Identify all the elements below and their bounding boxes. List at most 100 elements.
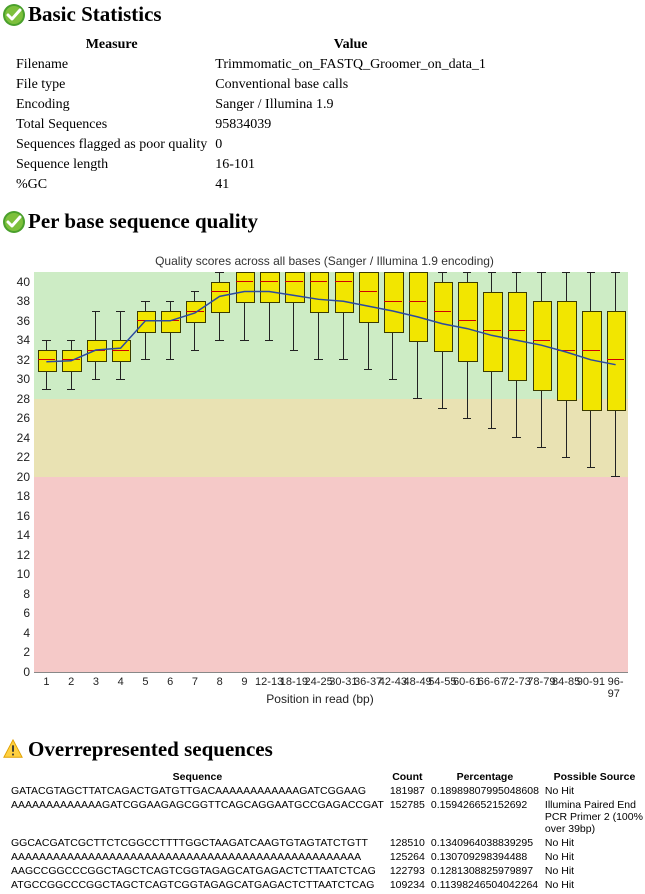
seqs-cell: ATGCCGGCCCGGCTAGCTCAGTCGGTAGAGCATGAGACTC… bbox=[8, 878, 387, 892]
y-tick-label: 26 bbox=[17, 411, 30, 425]
boxplot-box bbox=[211, 282, 230, 313]
boxplot-box bbox=[285, 272, 304, 303]
y-tick-label: 0 bbox=[23, 665, 30, 679]
seqs-cell: AAAAAAAAAAAAAAAAAAAAAAAAAAAAAAAAAAAAAAAA… bbox=[8, 850, 387, 864]
y-tick-label: 22 bbox=[17, 450, 30, 464]
boxplot-box bbox=[260, 272, 279, 303]
boxplot-box bbox=[508, 292, 527, 382]
seqs-cell: 128510 bbox=[387, 836, 428, 850]
section-header-per-base-quality: Per base sequence quality bbox=[2, 209, 645, 234]
table-row: Total Sequences95834039 bbox=[12, 115, 490, 135]
y-tick-label: 38 bbox=[17, 294, 30, 308]
seqs-cell: 152785 bbox=[387, 798, 428, 836]
seqs-cell: 0.18989807995048608 bbox=[428, 784, 542, 798]
stats-cell: Total Sequences bbox=[12, 115, 211, 135]
seqs-cell: 0.1281308825979897 bbox=[428, 864, 542, 878]
y-tick-label: 32 bbox=[17, 353, 30, 367]
boxplot-box bbox=[434, 282, 453, 352]
seqs-cell: GGCACGATCGCTTCTCGGCCTTTTGGCTAAGATCAAGTGT… bbox=[8, 836, 387, 850]
boxplot-box bbox=[87, 340, 106, 362]
seqs-header: Possible Source bbox=[542, 770, 645, 784]
stats-cell: 0 bbox=[211, 135, 490, 155]
boxplot-box bbox=[112, 340, 131, 362]
boxplot-box bbox=[161, 311, 180, 333]
basic-stats-table: MeasureValue FilenameTrimmomatic_on_FAST… bbox=[12, 35, 490, 195]
seqs-cell: AAGCCGGCCCGGCTAGCTCAGTCGGTAGAGCATGAGACTC… bbox=[8, 864, 387, 878]
stats-header: Measure bbox=[12, 35, 211, 55]
boxplot-box bbox=[186, 301, 205, 323]
stats-header: Value bbox=[211, 35, 490, 55]
stats-cell: %GC bbox=[12, 175, 211, 195]
x-tick-label: 1 bbox=[43, 676, 49, 688]
table-row: AAGCCGGCCCGGCTAGCTCAGTCGGTAGAGCATGAGACTC… bbox=[8, 864, 645, 878]
stats-cell: 95834039 bbox=[211, 115, 490, 135]
stats-cell: Encoding bbox=[12, 95, 211, 115]
boxplot-box bbox=[310, 272, 329, 313]
table-row: File typeConventional base calls bbox=[12, 75, 490, 95]
seqs-header: Count bbox=[387, 770, 428, 784]
seqs-cell: 0.159426652152692 bbox=[428, 798, 542, 836]
y-tick-label: 36 bbox=[17, 314, 30, 328]
stats-cell: Sequences flagged as poor quality bbox=[12, 135, 211, 155]
quality-boxplot-chart: 0246810121416182022242628303234363840 12… bbox=[10, 272, 630, 717]
seqs-cell: No Hit bbox=[542, 850, 645, 864]
seqs-cell: 181987 bbox=[387, 784, 428, 798]
seqs-cell: 109234 bbox=[387, 878, 428, 892]
chart-title: Quality scores across all bases (Sanger … bbox=[2, 254, 645, 268]
y-tick-label: 34 bbox=[17, 333, 30, 347]
y-tick-label: 8 bbox=[23, 587, 30, 601]
y-tick-label: 4 bbox=[23, 626, 30, 640]
table-row: AAAAAAAAAAAAAAAAAAAAAAAAAAAAAAAAAAAAAAAA… bbox=[8, 850, 645, 864]
x-tick-label: 5 bbox=[142, 676, 148, 688]
section-title: Basic Statistics bbox=[28, 2, 162, 27]
y-tick-label: 12 bbox=[17, 548, 30, 562]
y-tick-label: 24 bbox=[17, 431, 30, 445]
seqs-cell: No Hit bbox=[542, 836, 645, 850]
stats-cell: Conventional base calls bbox=[211, 75, 490, 95]
chart-x-axis-title: Position in read (bp) bbox=[10, 692, 630, 706]
x-tick-label: 3 bbox=[93, 676, 99, 688]
x-tick-label: 7 bbox=[192, 676, 198, 688]
seqs-cell: 0.130709298394488 bbox=[428, 850, 542, 864]
y-tick-label: 28 bbox=[17, 392, 30, 406]
boxplot-box bbox=[384, 272, 403, 333]
boxplot-box bbox=[582, 311, 601, 411]
table-row: %GC41 bbox=[12, 175, 490, 195]
seqs-header: Sequence bbox=[8, 770, 387, 784]
overrepresented-sequences-table: SequenceCountPercentagePossible Source G… bbox=[8, 770, 645, 892]
seqs-cell: 125264 bbox=[387, 850, 428, 864]
seqs-cell: No Hit bbox=[542, 878, 645, 892]
boxplot-box bbox=[359, 272, 378, 323]
y-tick-label: 20 bbox=[17, 470, 30, 484]
boxplot-box bbox=[335, 272, 354, 313]
table-row: EncodingSanger / Illumina 1.9 bbox=[12, 95, 490, 115]
status-warn-icon bbox=[2, 738, 26, 762]
y-tick-label: 18 bbox=[17, 489, 30, 503]
x-tick-label: 9 bbox=[241, 676, 247, 688]
status-pass-icon bbox=[2, 210, 26, 234]
stats-cell: Filename bbox=[12, 55, 211, 75]
boxplot-box bbox=[62, 350, 81, 372]
seqs-cell: AAAAAAAAAAAAAGATCGGAAGAGCGGTTCAGCAGGAATG… bbox=[8, 798, 387, 836]
boxplot-box bbox=[137, 311, 156, 333]
y-tick-label: 10 bbox=[17, 567, 30, 581]
seqs-cell: No Hit bbox=[542, 784, 645, 798]
boxplot-box bbox=[409, 272, 428, 342]
table-row: Sequences flagged as poor quality0 bbox=[12, 135, 490, 155]
boxplot-box bbox=[533, 301, 552, 391]
seqs-cell: 122793 bbox=[387, 864, 428, 878]
seqs-cell: 0.11398246504042264 bbox=[428, 878, 542, 892]
section-header-overrepresented: Overrepresented sequences bbox=[2, 737, 645, 762]
stats-cell: Sanger / Illumina 1.9 bbox=[211, 95, 490, 115]
y-tick-label: 30 bbox=[17, 372, 30, 386]
seqs-cell: No Hit bbox=[542, 864, 645, 878]
table-row: GGCACGATCGCTTCTCGGCCTTTTGGCTAAGATCAAGTGT… bbox=[8, 836, 645, 850]
section-title: Per base sequence quality bbox=[28, 209, 258, 234]
y-tick-label: 40 bbox=[17, 275, 30, 289]
table-row: AAAAAAAAAAAAAGATCGGAAGAGCGGTTCAGCAGGAATG… bbox=[8, 798, 645, 836]
y-tick-label: 6 bbox=[23, 606, 30, 620]
x-tick-label: 2 bbox=[68, 676, 74, 688]
x-tick-label: 8 bbox=[217, 676, 223, 688]
seqs-cell: GATACGTAGCTTATCAGACTGATGTTGACAAAAAAAAAAA… bbox=[8, 784, 387, 798]
table-row: FilenameTrimmomatic_on_FASTQ_Groomer_on_… bbox=[12, 55, 490, 75]
